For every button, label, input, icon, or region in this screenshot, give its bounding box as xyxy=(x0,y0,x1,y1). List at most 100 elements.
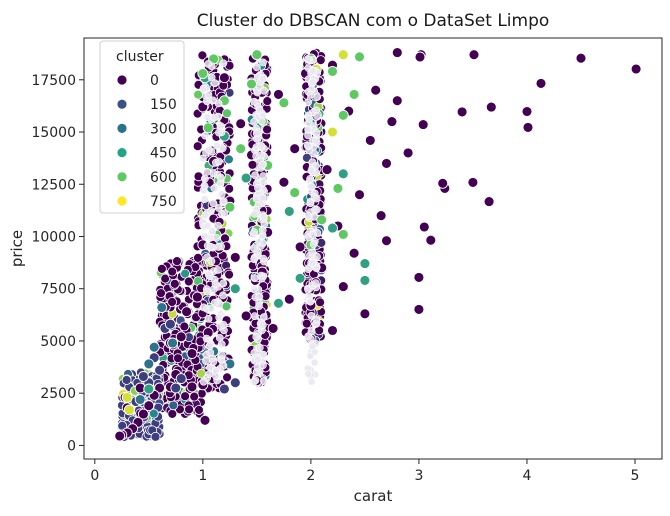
scatter-point xyxy=(121,375,132,385)
scatter-point xyxy=(215,313,224,322)
scatter-point xyxy=(289,143,301,155)
scatter-point xyxy=(273,297,284,309)
chart-title: Cluster do DBSCAN com o DataSet Limpo xyxy=(197,11,550,31)
scatter-point xyxy=(250,209,259,218)
y-tick-label: 2500 xyxy=(40,386,76,402)
scatter-point xyxy=(148,341,160,353)
scatter-point xyxy=(196,368,207,379)
scatter-point xyxy=(218,383,230,395)
scatter-point xyxy=(258,226,267,235)
scatter-point xyxy=(167,337,179,349)
scatter-point xyxy=(200,174,209,183)
scatter-point xyxy=(306,174,315,183)
scatter-point xyxy=(402,147,414,159)
scatter-point xyxy=(214,221,222,230)
scatter-point xyxy=(386,116,398,128)
scatter-point xyxy=(278,176,290,188)
scatter-point xyxy=(212,141,221,150)
scatter-point xyxy=(313,252,321,261)
scatter-point xyxy=(467,176,479,188)
scatter-point xyxy=(259,377,268,385)
scatter-point xyxy=(219,59,228,68)
scatter-point xyxy=(308,78,317,87)
scatter-point xyxy=(198,154,207,163)
scatter-point xyxy=(221,301,232,312)
scatter-point xyxy=(217,190,226,199)
scatter-point xyxy=(114,430,126,442)
scatter-point xyxy=(214,128,223,137)
scatter-point xyxy=(250,274,259,282)
scatter-point xyxy=(191,291,203,303)
scatter-point xyxy=(332,182,344,194)
scatter-point xyxy=(143,383,155,395)
scatter-point xyxy=(209,357,218,366)
scatter-point xyxy=(370,84,382,96)
scatter-point xyxy=(306,199,315,207)
scatter-point xyxy=(375,210,387,222)
scatter-point xyxy=(200,231,209,240)
scatter-point xyxy=(202,357,210,365)
scatter-point xyxy=(305,114,314,123)
scatter-point xyxy=(203,113,212,121)
scatter-point xyxy=(294,272,306,284)
scatter-point xyxy=(258,274,266,283)
legend-label: 300 xyxy=(150,121,177,137)
scatter-point xyxy=(121,391,133,403)
scatter-point xyxy=(485,101,497,113)
scatter-point xyxy=(312,315,321,324)
scatter-point xyxy=(167,297,178,307)
scatter-point xyxy=(203,287,212,296)
scatter-point xyxy=(535,77,547,89)
scatter-point xyxy=(210,184,219,193)
scatter-point xyxy=(418,221,430,233)
scatter-point xyxy=(359,274,371,286)
scatter-point xyxy=(301,318,312,329)
scatter-point xyxy=(240,310,252,322)
legend-label: 0 xyxy=(150,73,159,89)
scatter-point xyxy=(255,302,263,310)
scatter-point xyxy=(249,377,258,386)
scatter-point xyxy=(156,263,167,274)
scatter-point xyxy=(203,167,211,176)
scatter-point xyxy=(199,85,208,93)
scatter-point xyxy=(337,281,349,293)
scatter-point xyxy=(307,327,316,336)
scatter-point xyxy=(197,68,209,79)
scatter-point xyxy=(311,136,320,145)
scatter-point xyxy=(137,371,149,382)
scatter-point xyxy=(413,271,425,283)
scatter-point xyxy=(283,205,295,217)
scatter-point xyxy=(304,211,313,220)
scatter-point xyxy=(215,333,224,342)
scatter-point xyxy=(205,342,214,350)
scatter-point xyxy=(327,65,338,77)
scatter-point xyxy=(483,196,495,208)
scatter-point xyxy=(197,50,208,61)
scatter-point xyxy=(200,195,209,203)
points-layer xyxy=(114,47,642,442)
scatter-point xyxy=(273,88,284,100)
scatter-point xyxy=(148,408,159,419)
scatter-point xyxy=(212,372,220,380)
scatter-point xyxy=(204,314,213,323)
scatter-point xyxy=(327,325,338,336)
scatter-point xyxy=(202,122,214,134)
scatter-point xyxy=(164,318,176,330)
scatter-point xyxy=(313,111,321,120)
legend-label: 750 xyxy=(150,194,177,210)
scatter-point xyxy=(220,209,229,218)
y-tick-label: 17500 xyxy=(31,73,76,89)
scatter-point xyxy=(246,78,257,90)
axes-frame xyxy=(83,37,663,460)
scatter-point xyxy=(137,408,149,420)
scatter-point xyxy=(207,304,216,313)
scatter-point xyxy=(214,157,223,166)
scatter-point xyxy=(150,431,161,442)
legend-title: cluster xyxy=(116,49,164,65)
scatter-point xyxy=(252,332,261,341)
y-tick-label: 7500 xyxy=(40,282,76,298)
scatter-point xyxy=(259,254,268,263)
scatter-point xyxy=(199,414,211,426)
scatter-point xyxy=(304,369,313,378)
